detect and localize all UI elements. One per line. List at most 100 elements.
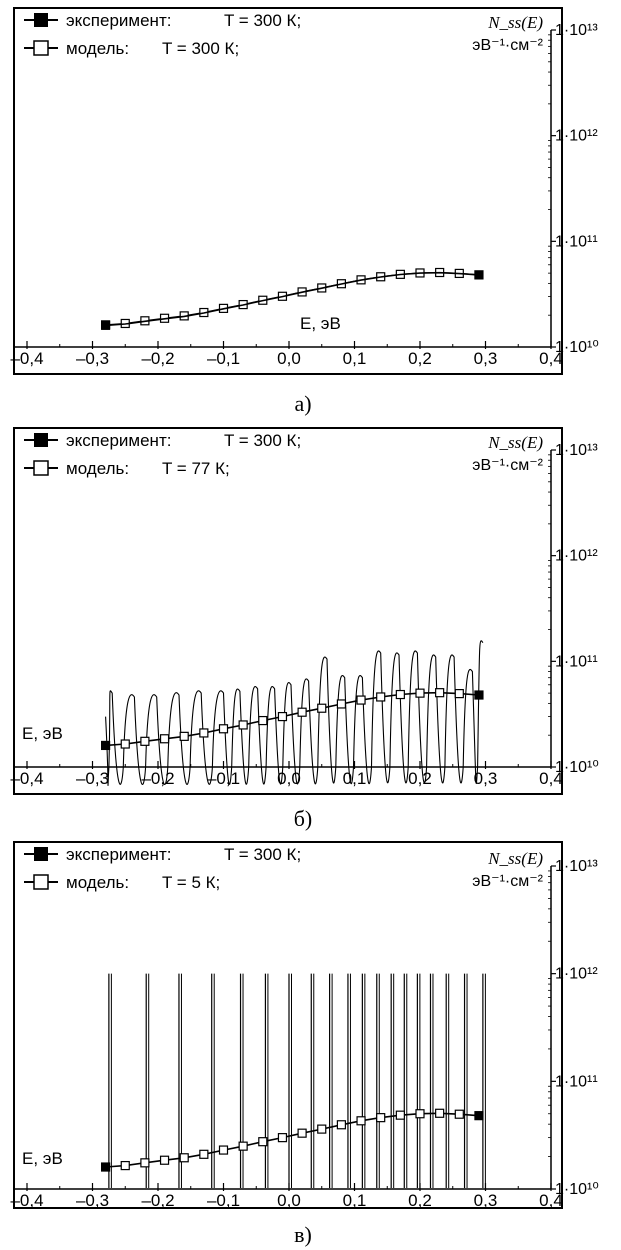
legend-label: эксперимент: (66, 845, 171, 864)
x-tick-label: –0,2 (141, 1191, 174, 1210)
legend-temp: T = 300 К; (224, 11, 301, 30)
y-axis-label: N_ss(E) (487, 13, 543, 32)
experiment-point (395, 1110, 405, 1120)
legend-marker-filled (34, 847, 48, 861)
experiment-point (140, 736, 150, 746)
x-tick-label: –0,1 (207, 1191, 240, 1210)
experiment-point (474, 690, 484, 700)
experiment-point (120, 739, 130, 749)
legend-marker-open (33, 460, 49, 476)
panel-frame (13, 427, 563, 795)
experiment-point (356, 695, 366, 705)
experiment-point (297, 707, 307, 717)
model-oscillation (105, 640, 484, 786)
experiment-point (376, 692, 386, 702)
y-tick-label: 1·10¹³ (555, 22, 598, 39)
x-tick-label: –0,4 (10, 349, 43, 368)
experiment-point (140, 1158, 150, 1168)
y-tick-label: 1·10¹⁰ (555, 1181, 599, 1198)
experiment-point (454, 1109, 464, 1119)
x-axis-label: E, эВ (22, 724, 63, 743)
experiment-point (415, 688, 425, 698)
x-tick-label: –0,1 (207, 769, 240, 788)
experiment-point (277, 711, 288, 722)
x-tick-label: 0,4 (539, 1191, 563, 1210)
x-tick-label: –0,3 (76, 349, 109, 368)
y-tick-label: 1·10¹² (555, 966, 598, 983)
x-tick-label: 0,4 (539, 769, 563, 788)
legend-label: модель: (66, 459, 129, 478)
y-axis-unit: эВ⁻¹·см⁻² (472, 873, 543, 890)
panel-caption: б) (294, 806, 313, 831)
y-tick-label: 1·10¹⁰ (555, 759, 599, 776)
x-tick-label: 0,3 (474, 769, 498, 788)
experiment-point (415, 1109, 425, 1119)
experiment-point (317, 703, 327, 713)
y-tick-label: 1·10¹⁰ (555, 339, 599, 356)
legend-temp: T = 300 К; (224, 845, 301, 864)
legend-marker-filled (34, 433, 48, 447)
experiment-point (474, 270, 484, 280)
experiment-point (454, 689, 464, 699)
panel-caption: а) (294, 391, 311, 416)
experiment-point (474, 1111, 484, 1121)
experiment-point (199, 728, 209, 738)
x-tick-label: –0,2 (141, 769, 174, 788)
x-axis-label: E, эВ (300, 314, 341, 333)
experiment-point (336, 1120, 346, 1130)
x-tick-label: 0,2 (408, 349, 432, 368)
legend-label: модель: (66, 873, 129, 892)
x-tick-label: 0,2 (408, 1191, 432, 1210)
y-axis-label: N_ss(E) (487, 849, 543, 868)
experiment-point (238, 720, 248, 730)
experiment-point (258, 715, 268, 726)
x-tick-label: –0,1 (207, 349, 240, 368)
experiment-point (317, 1124, 327, 1134)
chart-panel-2: –0,4 –0,3 –0,2 –0,1 0,0 0,1 0,2 0,3 0,41·10¹⁰ 1·1… (10, 427, 599, 831)
legend-temp: T = 300 К; (224, 431, 301, 450)
y-axis-label: N_ss(E) (487, 433, 543, 452)
x-tick-label: 0,2 (408, 769, 432, 788)
panel-frame (13, 841, 563, 1209)
y-tick-label: 1·10¹¹ (555, 233, 598, 250)
experiment-point (336, 699, 346, 709)
chart-panel-1: –0,4 –0,3 –0,2 –0,1 0,0 0,1 0,2 0,3 0,41·10¹⁰ 1·1… (10, 7, 599, 416)
panel-frame (13, 7, 563, 375)
y-tick-label: 1·10¹² (555, 128, 598, 145)
x-tick-label: 0,0 (277, 349, 301, 368)
legend-marker-open (33, 40, 49, 56)
legend-label: эксперимент: (66, 431, 171, 450)
experiment-point (238, 1141, 248, 1151)
experiment-point (179, 731, 189, 741)
y-tick-label: 1·10¹¹ (555, 653, 598, 670)
panel-caption: в) (294, 1222, 312, 1247)
experiment-point (218, 724, 229, 734)
legend-temp: T = 300 К; (162, 39, 239, 58)
legend-label: модель: (66, 39, 129, 58)
y-tick-label: 1·10¹³ (555, 442, 598, 459)
experiment-point (218, 1145, 229, 1155)
x-tick-label: 0,4 (539, 349, 563, 368)
chart-panel-3: –0,4 –0,3 –0,2 –0,1 0,0 0,1 0,2 0,3 0,41·10¹⁰ 1·1… (10, 841, 599, 1247)
experiment-point (258, 1137, 268, 1147)
legend-marker-open (33, 874, 49, 890)
experiment-point (435, 1108, 445, 1118)
experiment-point (376, 1113, 386, 1123)
legend-temp: T = 77 К; (162, 459, 230, 478)
experiment-point (100, 1162, 111, 1172)
x-axis-label: E, эВ (22, 1149, 63, 1168)
legend-temp: T = 5 К; (162, 873, 220, 892)
y-axis-unit: эВ⁻¹·см⁻² (472, 457, 543, 474)
y-tick-label: 1·10¹² (555, 548, 598, 565)
x-tick-label: 0,1 (343, 1191, 367, 1210)
x-tick-label: 0,1 (343, 349, 367, 368)
x-tick-label: –0,4 (10, 1191, 43, 1210)
x-tick-label: 0,3 (474, 349, 498, 368)
experiment-point (395, 689, 405, 700)
experiment-point (435, 688, 445, 698)
experiment-point (159, 1155, 170, 1165)
legend-marker-filled (34, 13, 48, 27)
experiment-point (100, 740, 111, 751)
x-tick-label: 0,0 (277, 1191, 301, 1210)
